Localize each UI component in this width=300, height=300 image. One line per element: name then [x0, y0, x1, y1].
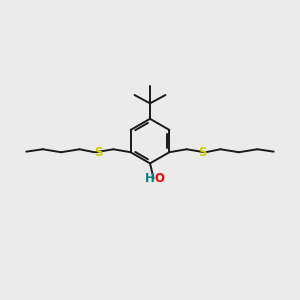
Text: H: H	[145, 172, 154, 185]
Text: O: O	[154, 172, 164, 185]
Text: S: S	[94, 146, 102, 159]
Text: S: S	[198, 146, 206, 159]
